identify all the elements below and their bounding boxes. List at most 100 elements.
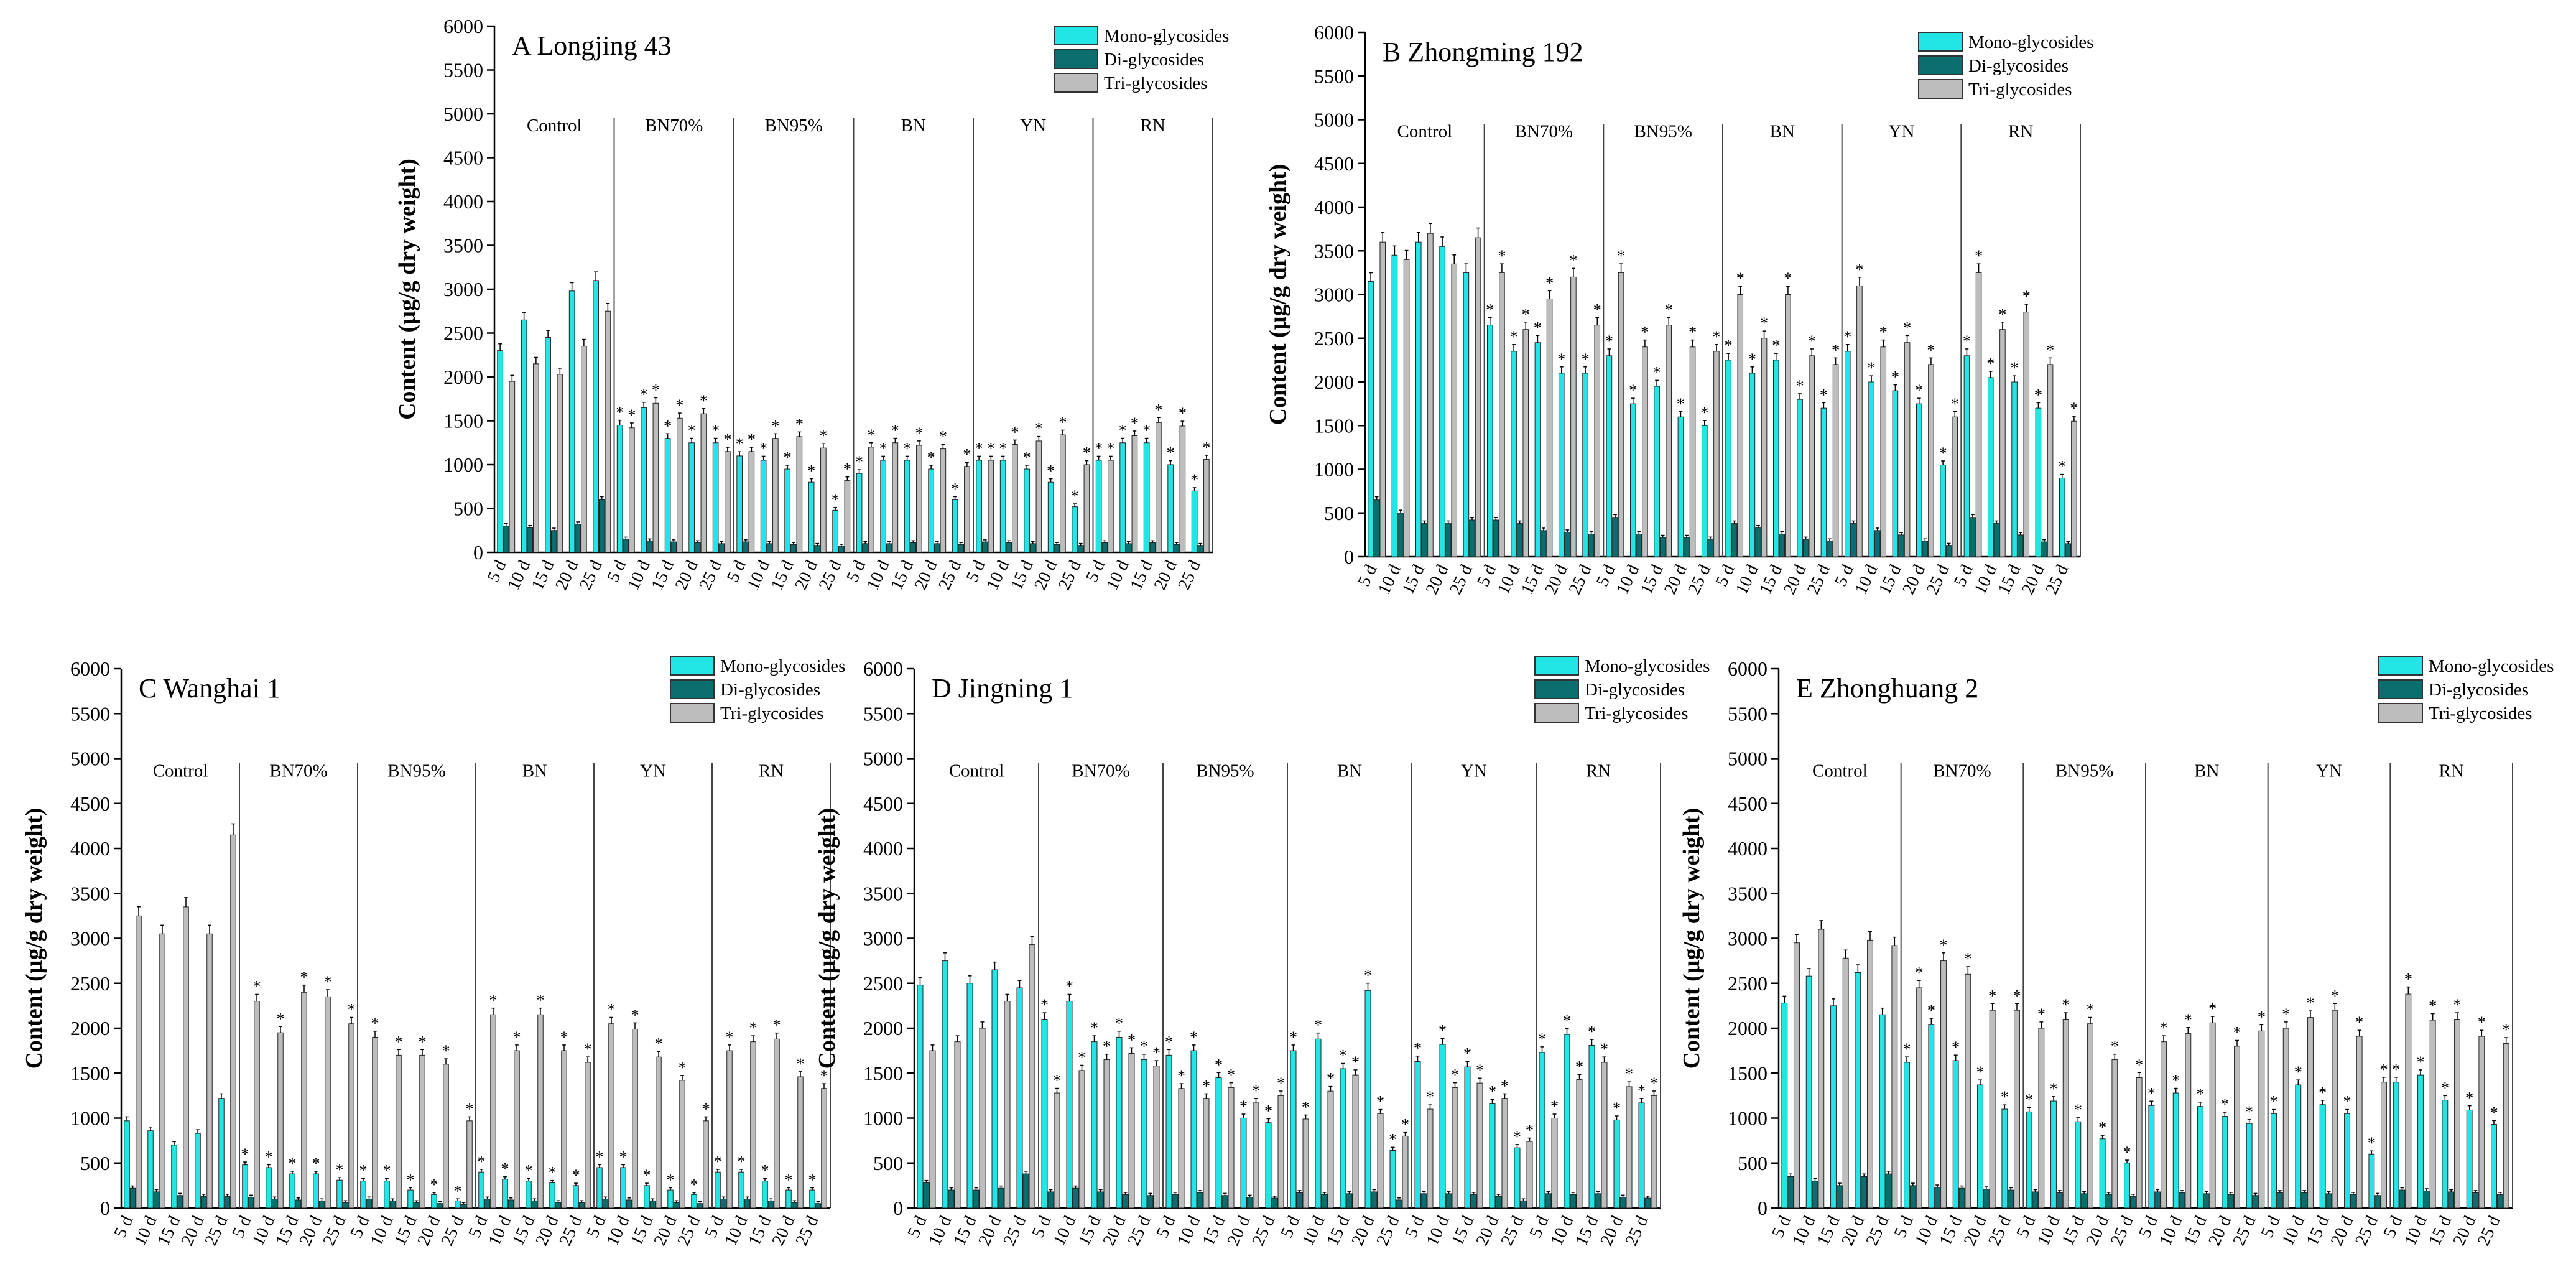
significance-mark: * — [879, 439, 887, 457]
bar — [1047, 481, 1054, 553]
bar — [1191, 490, 1198, 553]
bar — [1940, 464, 1946, 557]
bar — [844, 480, 851, 553]
legend: Mono-glycosides Di-glycosides Tri-glycosid… — [1918, 32, 2093, 100]
significance-mark: * — [1053, 1072, 1061, 1090]
bar — [1606, 355, 1613, 557]
significance-mark: * — [2062, 996, 2070, 1014]
significance-mark: * — [1940, 936, 1948, 954]
significance-mark: * — [1963, 332, 1971, 350]
bar — [2282, 1028, 2289, 1209]
bar — [1511, 351, 1517, 557]
significance-mark: * — [1277, 1074, 1285, 1092]
significance-mark: * — [1951, 395, 1959, 413]
bar — [626, 1199, 632, 1209]
x-tick-label: 25 d — [2351, 1213, 2382, 1249]
bar — [917, 985, 924, 1209]
bar — [1830, 1005, 1837, 1209]
bar — [1879, 1014, 1886, 1209]
bar — [1172, 1194, 1179, 1209]
y-tick-label: 5500 — [1314, 65, 1354, 87]
group-label: BN70% — [1515, 122, 1573, 142]
x-tick-label: 15 d — [1875, 562, 1906, 598]
legend-swatch — [670, 656, 715, 676]
bar — [1541, 530, 1547, 557]
x-tick-label: 15 d — [272, 1213, 303, 1249]
significance-mark: * — [419, 1033, 427, 1051]
bar — [868, 447, 874, 553]
bar — [1725, 360, 1731, 557]
significance-mark: * — [2307, 994, 2315, 1012]
x-tick-label: 20 d — [975, 1213, 1006, 1249]
legend-swatch — [1918, 79, 1963, 99]
y-tick-label: 4000 — [443, 190, 483, 213]
significance-mark: * — [1545, 274, 1554, 292]
bar — [2246, 1123, 2253, 1209]
significance-mark: * — [395, 1033, 403, 1051]
bar — [2203, 1193, 2210, 1209]
bar — [646, 541, 653, 553]
y-tick-label: 2000 — [863, 1017, 903, 1039]
bar — [545, 337, 551, 553]
significance-mark: * — [2070, 399, 2078, 417]
x-tick-label: 20 d — [2205, 1213, 2235, 1249]
bar — [1654, 386, 1660, 557]
group-label: Control — [949, 761, 1004, 781]
significance-mark: * — [2270, 1093, 2278, 1111]
x-tick-label: 15 d — [391, 1213, 421, 1249]
bar — [1379, 241, 1386, 557]
x-tick-label: 20 d — [1100, 1213, 1130, 1249]
bar — [797, 1076, 804, 1209]
significance-mark: * — [1927, 341, 1935, 359]
x-tick-label: 10 d — [2156, 1213, 2187, 1249]
bar — [691, 1194, 697, 1209]
bar — [1855, 972, 1861, 1209]
y-tick-label: 5000 — [443, 103, 483, 125]
bar — [1785, 294, 1791, 557]
bar — [697, 1203, 703, 1209]
bar — [1534, 342, 1541, 557]
bar — [1588, 1044, 1595, 1209]
significance-mark: * — [2197, 1085, 2205, 1103]
bar — [998, 1187, 1004, 1209]
significance-mark: * — [2001, 1088, 2009, 1106]
bar — [437, 1203, 443, 1209]
y-tick-label: 2000 — [443, 366, 483, 388]
significance-mark: * — [2294, 1063, 2302, 1081]
significance-mark: * — [975, 439, 983, 457]
significance-mark: * — [690, 1176, 698, 1194]
y-tick-label: 2500 — [70, 972, 110, 995]
bar — [1486, 325, 1493, 557]
significance-mark: * — [1486, 301, 1494, 319]
group-label: BN70% — [1072, 761, 1129, 781]
bar — [620, 1167, 626, 1209]
significance-mark: * — [1665, 301, 1673, 319]
significance-mark: * — [1638, 1082, 1646, 1100]
x-tick-label: 25 d — [2230, 1213, 2260, 1249]
significance-mark: * — [2404, 970, 2412, 988]
bar — [1173, 544, 1180, 553]
y-tick-label: 6000 — [1728, 657, 1768, 680]
bar — [2399, 1189, 2406, 1209]
significance-mark: * — [1796, 377, 1804, 395]
significance-mark: * — [1439, 1022, 1447, 1040]
x-tick-label: 25 d — [815, 557, 846, 593]
x-tick-label: 25 d — [1498, 1213, 1528, 1249]
significance-mark: * — [1047, 462, 1055, 480]
bar — [2381, 1082, 2387, 1209]
bar — [230, 834, 236, 1209]
x-tick-label: 20 d — [1661, 562, 1691, 598]
bar — [1564, 1034, 1570, 1209]
x-tick-label: 10 d — [1613, 562, 1643, 598]
y-tick-label: 2500 — [443, 322, 483, 345]
x-tick-label: 15 d — [2425, 1213, 2455, 1249]
chart-panel-b: 0 500 1000 1500 2000 2500 3000 3500 4000 4500 5000… — [1265, 21, 2093, 597]
panel-title: A Longjing 43 — [512, 30, 672, 61]
significance-mark: * — [430, 1176, 438, 1194]
bar — [1495, 1196, 1502, 1209]
bar — [616, 425, 623, 553]
x-tick-label: 20 d — [1224, 1213, 1254, 1249]
bar — [1153, 1066, 1160, 1209]
bar — [910, 542, 917, 553]
x-tick-label: 25 d — [1923, 562, 1953, 598]
